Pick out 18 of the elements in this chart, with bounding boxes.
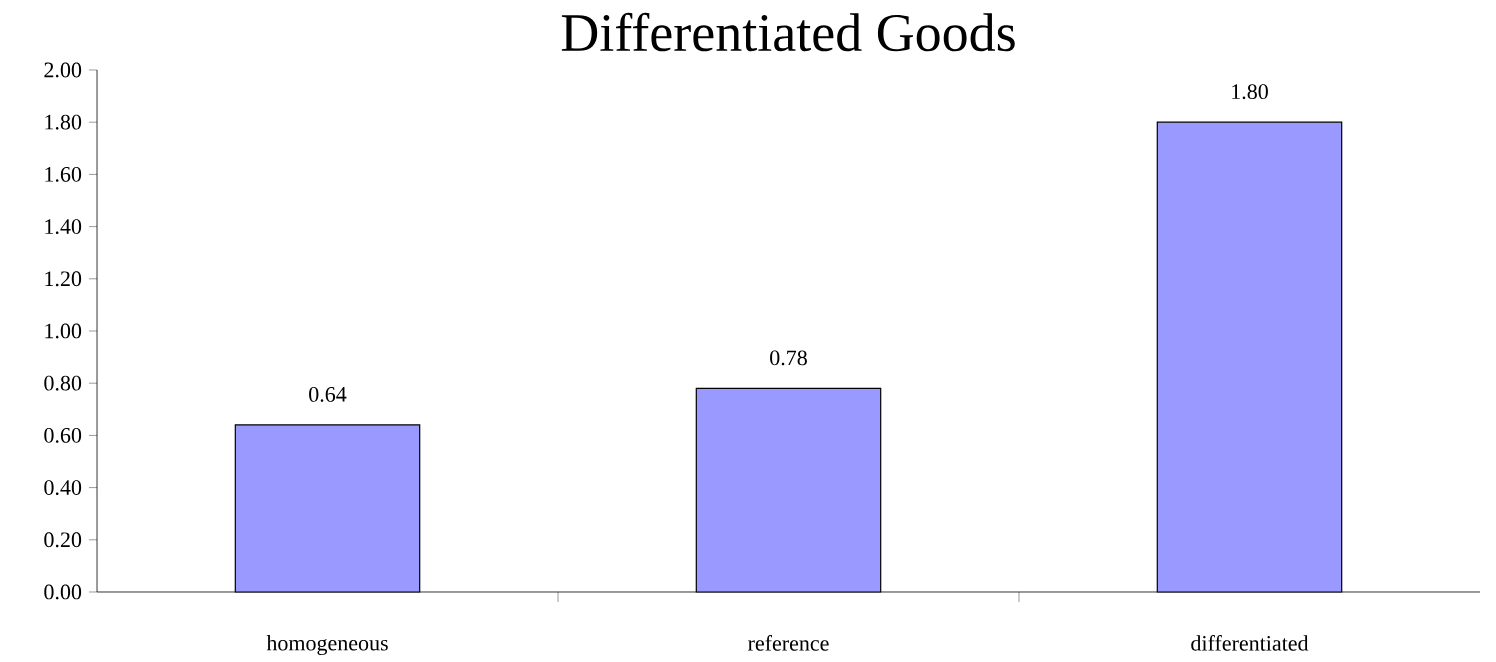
data-label: 0.64 — [309, 387, 347, 403]
y-tick-label: 1.40 — [45, 219, 82, 235]
y-tick-label: 1.20 — [45, 271, 82, 287]
y-tick-label: 2.00 — [44, 62, 82, 78]
y-tick-label: 0.60 — [44, 428, 82, 443]
x-tick-label: reference — [748, 635, 829, 651]
y-tick-label: 0.80 — [44, 375, 82, 391]
y-tick-label: 0.00 — [44, 584, 82, 600]
chart-title: Differentiated Goods — [561, 12, 1015, 52]
x-tick-label: homogeneous — [266, 635, 388, 656]
y-tick-label: 1.00 — [45, 323, 82, 339]
y-tick-label: 1.80 — [45, 114, 82, 130]
data-label: 0.78 — [770, 350, 807, 366]
y-tick-label: 1.60 — [45, 167, 82, 182]
y-tick-label: 0.40 — [44, 480, 82, 496]
x-tick-label: differentiated — [1191, 635, 1309, 651]
data-label: 1.80 — [1232, 84, 1268, 100]
y-tick-label: 0.20 — [44, 532, 82, 548]
